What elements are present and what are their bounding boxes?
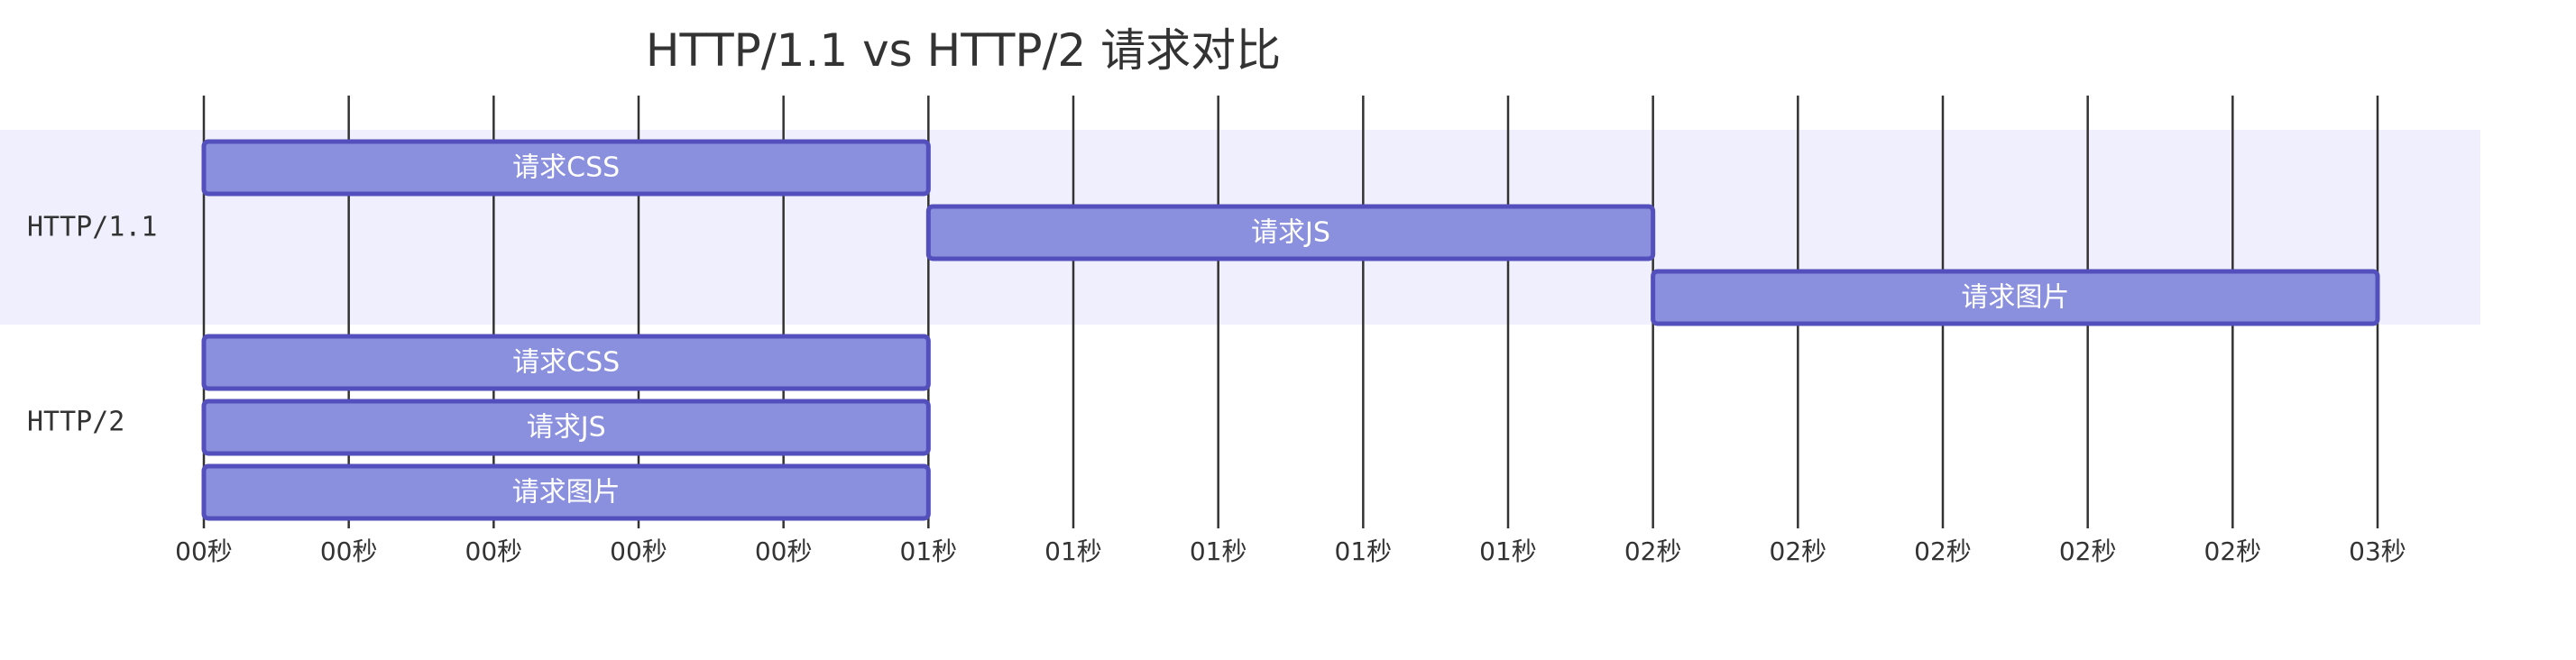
task-label: 请求CSS (512, 152, 620, 184)
task-label: 请求CSS (512, 347, 620, 379)
section-label: HTTP/1.1 (27, 212, 158, 243)
task-label: 请求图片 (1961, 282, 2069, 314)
x-axis-ticks: 00秒 00秒 00秒 00秒 00秒 01秒 01秒 01秒 01秒 01秒 02秒 02秒 02秒 0… (175, 536, 2406, 566)
x-tick-label: 01秒 (900, 536, 958, 566)
task-label: 请求图片 (512, 477, 621, 509)
x-tick-label: 01秒 (1044, 536, 1102, 566)
x-tick-label: 02秒 (1914, 536, 1972, 566)
x-tick-label: 00秒 (175, 536, 233, 566)
x-tick-label: 02秒 (1770, 536, 1827, 566)
section-label: HTTP/2 (27, 407, 124, 438)
x-tick-label: 01秒 (1190, 536, 1247, 566)
x-tick-label: 02秒 (2059, 536, 2117, 566)
x-tick-label: 02秒 (2204, 536, 2262, 566)
task-label: 请求JS (527, 412, 606, 444)
x-tick-label: 02秒 (1624, 536, 1682, 566)
x-tick-label: 01秒 (1335, 536, 1393, 566)
chart-title: HTTP/1.1 vs HTTP/2 请求对比 (646, 24, 1281, 77)
x-tick-label: 00秒 (610, 536, 667, 566)
task-label: 请求JS (1251, 217, 1330, 249)
x-tick-label: 03秒 (2349, 536, 2406, 566)
x-tick-label: 00秒 (465, 536, 523, 566)
x-tick-label: 00秒 (320, 536, 378, 566)
x-tick-label: 01秒 (1479, 536, 1537, 566)
x-tick-label: 00秒 (755, 536, 813, 566)
